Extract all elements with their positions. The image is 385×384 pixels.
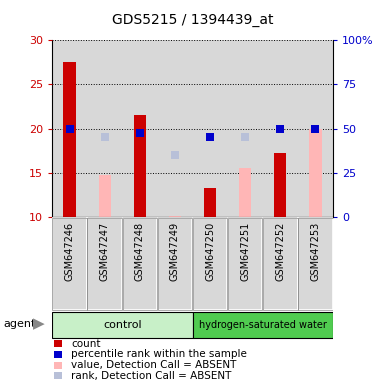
- Bar: [134, 115, 146, 217]
- Text: GSM647247: GSM647247: [100, 222, 110, 281]
- Text: GSM647248: GSM647248: [135, 222, 145, 281]
- Bar: [122, 40, 157, 217]
- Bar: [228, 218, 263, 310]
- Bar: [122, 218, 157, 310]
- Bar: [122, 218, 157, 310]
- Text: hydrogen-saturated water: hydrogen-saturated water: [199, 320, 327, 330]
- Text: percentile rank within the sample: percentile rank within the sample: [71, 349, 247, 359]
- Bar: [64, 62, 76, 217]
- Bar: [298, 218, 333, 310]
- Text: count: count: [71, 339, 101, 349]
- Bar: [52, 218, 87, 310]
- Bar: [274, 153, 286, 217]
- Text: GSM647253: GSM647253: [310, 222, 320, 281]
- Bar: [158, 218, 192, 310]
- Text: GDS5215 / 1394439_at: GDS5215 / 1394439_at: [112, 13, 273, 27]
- Bar: [228, 218, 263, 310]
- Bar: [52, 218, 87, 310]
- Text: GSM647246: GSM647246: [65, 222, 75, 281]
- Bar: [157, 40, 192, 217]
- Bar: [52, 40, 87, 217]
- Bar: [263, 218, 298, 310]
- Bar: [228, 40, 263, 217]
- Bar: [158, 218, 192, 310]
- Bar: [263, 40, 298, 217]
- Bar: [193, 218, 227, 310]
- Bar: [204, 188, 216, 217]
- Bar: [309, 129, 321, 217]
- Bar: [298, 40, 333, 217]
- Text: ▶: ▶: [33, 316, 44, 331]
- Bar: [192, 40, 228, 217]
- Bar: [298, 218, 333, 310]
- Bar: [263, 218, 298, 310]
- Bar: [87, 218, 122, 310]
- Text: GSM647250: GSM647250: [205, 222, 215, 281]
- Bar: [193, 218, 227, 310]
- Text: control: control: [103, 320, 142, 330]
- Text: GSM647251: GSM647251: [240, 222, 250, 281]
- Bar: [52, 313, 193, 338]
- Text: GSM647252: GSM647252: [275, 222, 285, 281]
- Bar: [87, 40, 122, 217]
- Bar: [193, 313, 333, 338]
- Bar: [239, 169, 251, 217]
- Bar: [87, 218, 122, 310]
- Text: value, Detection Call = ABSENT: value, Detection Call = ABSENT: [71, 360, 237, 370]
- Text: GSM647249: GSM647249: [170, 222, 180, 281]
- Text: rank, Detection Call = ABSENT: rank, Detection Call = ABSENT: [71, 371, 232, 381]
- Bar: [169, 216, 181, 217]
- Text: agent: agent: [4, 319, 36, 329]
- Bar: [99, 175, 111, 217]
